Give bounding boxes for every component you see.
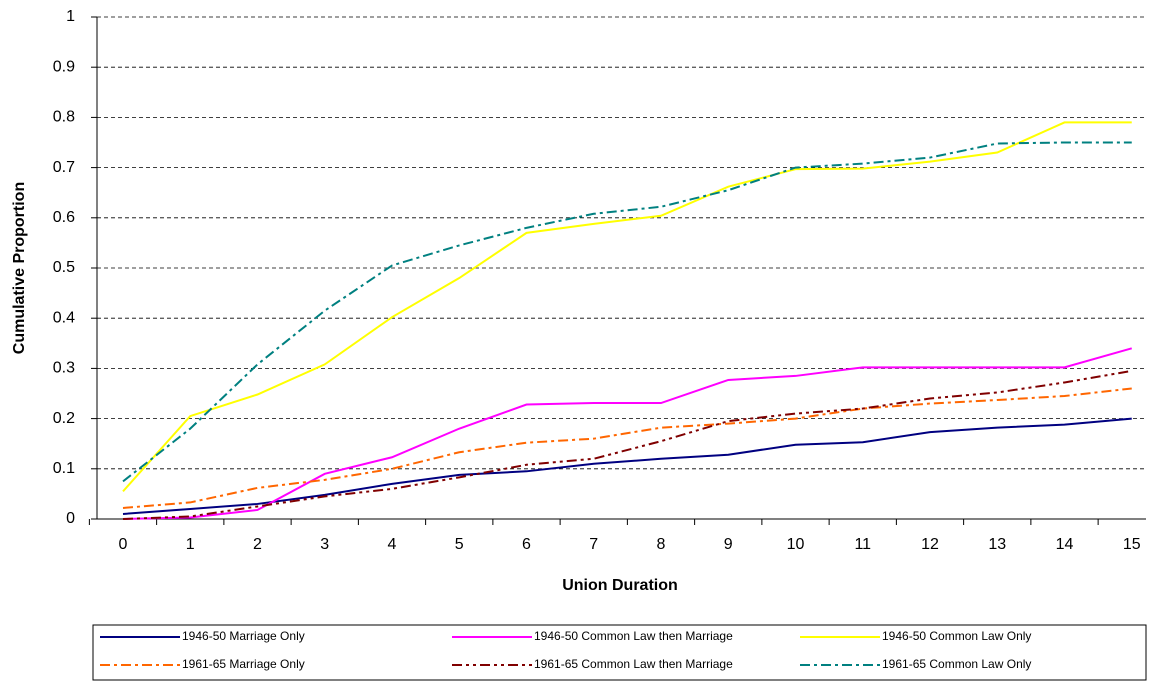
series-line <box>122 417 1132 515</box>
legend-box <box>92 624 1147 681</box>
legend-label: 1961-65 Common Law then Marriage <box>534 657 733 671</box>
x-tick-label: 3 <box>320 536 329 553</box>
x-tick-label: 11 <box>854 536 871 553</box>
x-tick-label: 6 <box>522 536 531 553</box>
y-tick-label: 0.8 <box>53 109 75 126</box>
x-tick-label: 9 <box>724 536 733 553</box>
x-tick-label: 10 <box>787 536 805 553</box>
series-line <box>122 387 1132 509</box>
y-tick-label: 0.4 <box>53 309 75 326</box>
x-tick-label: 4 <box>388 536 397 553</box>
x-tick-label: 1 <box>186 536 195 553</box>
series-line <box>122 121 1132 493</box>
y-tick-label: 0 <box>66 510 75 527</box>
series-line <box>122 369 1132 520</box>
y-tick-label: 0.9 <box>53 58 75 75</box>
y-tick-label: 0.1 <box>53 460 75 477</box>
series-line <box>122 347 1133 520</box>
x-tick-label: 14 <box>1056 536 1074 553</box>
legend-label: 1961-65 Marriage Only <box>182 657 305 671</box>
x-tick-label: 2 <box>253 536 262 553</box>
y-tick-label: 0.7 <box>53 159 75 176</box>
legend-label: 1946-50 Marriage Only <box>182 629 305 643</box>
x-tick-label: 12 <box>921 536 939 553</box>
y-tick-label: 1 <box>66 8 75 25</box>
x-axis-title: Union Duration <box>562 577 678 594</box>
y-tick-label: 0.3 <box>53 360 75 377</box>
x-tick-label: 7 <box>589 536 598 553</box>
x-tick-label: 13 <box>988 536 1006 553</box>
y-tick-label: 0.6 <box>53 209 75 226</box>
y-axis-title: Cumulative Proportion <box>11 182 28 354</box>
series-line <box>122 141 1132 483</box>
legend-label: 1946-50 Common Law Only <box>882 629 1031 643</box>
legend-label: 1961-65 Common Law Only <box>882 657 1031 671</box>
legend: 1946-50 Marriage Only 1946-50 Common Law … <box>100 629 1031 671</box>
x-tick-label: 15 <box>1123 536 1141 553</box>
x-tick-label: 8 <box>657 536 666 553</box>
x-tick-label: 5 <box>455 536 464 553</box>
legend-label: 1946-50 Common Law then Marriage <box>534 629 733 643</box>
x-tick-label: 0 <box>119 536 128 553</box>
y-tick-label: 0.2 <box>53 410 75 427</box>
y-tick-label: 0.5 <box>53 259 75 276</box>
